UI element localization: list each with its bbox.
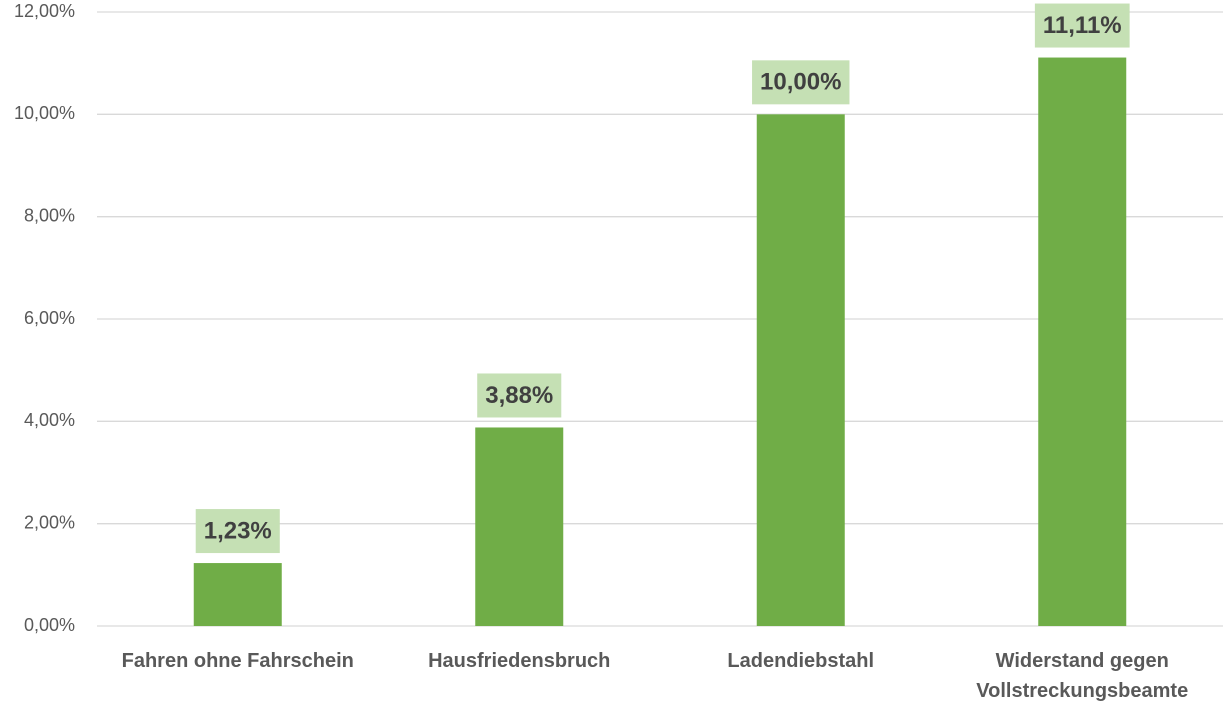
bar — [193, 563, 282, 626]
data-label-background — [195, 509, 280, 554]
x-tick-label: Hausfriedensbruch — [428, 650, 611, 672]
y-tick-label: 12,00% — [14, 1, 75, 21]
data-label: 11,11% — [1043, 12, 1122, 39]
y-tick-label: 8,00% — [24, 205, 75, 225]
y-tick-label: 4,00% — [24, 410, 75, 430]
data-label-background — [752, 60, 850, 105]
data-label-background — [477, 373, 562, 418]
data-label-background — [1034, 3, 1130, 48]
data-label: 3,88% — [485, 382, 553, 409]
bar — [475, 427, 564, 626]
y-tick-label: 10,00% — [14, 103, 75, 123]
y-tick-label: 6,00% — [24, 308, 75, 328]
y-tick-label: 2,00% — [24, 512, 75, 532]
x-tick-label: Fahren ohne Fahrschein — [121, 650, 354, 672]
y-tick-label: 0,00% — [24, 615, 75, 635]
x-tick-label: Ladendiebstahl — [727, 650, 875, 672]
bar — [756, 114, 845, 626]
x-tick-label: Widerstand gegen Vollstreckungsbeamte — [976, 650, 1189, 702]
bar — [1038, 57, 1127, 627]
data-label: 1,23% — [204, 517, 272, 544]
data-label: 10,00% — [760, 69, 841, 96]
